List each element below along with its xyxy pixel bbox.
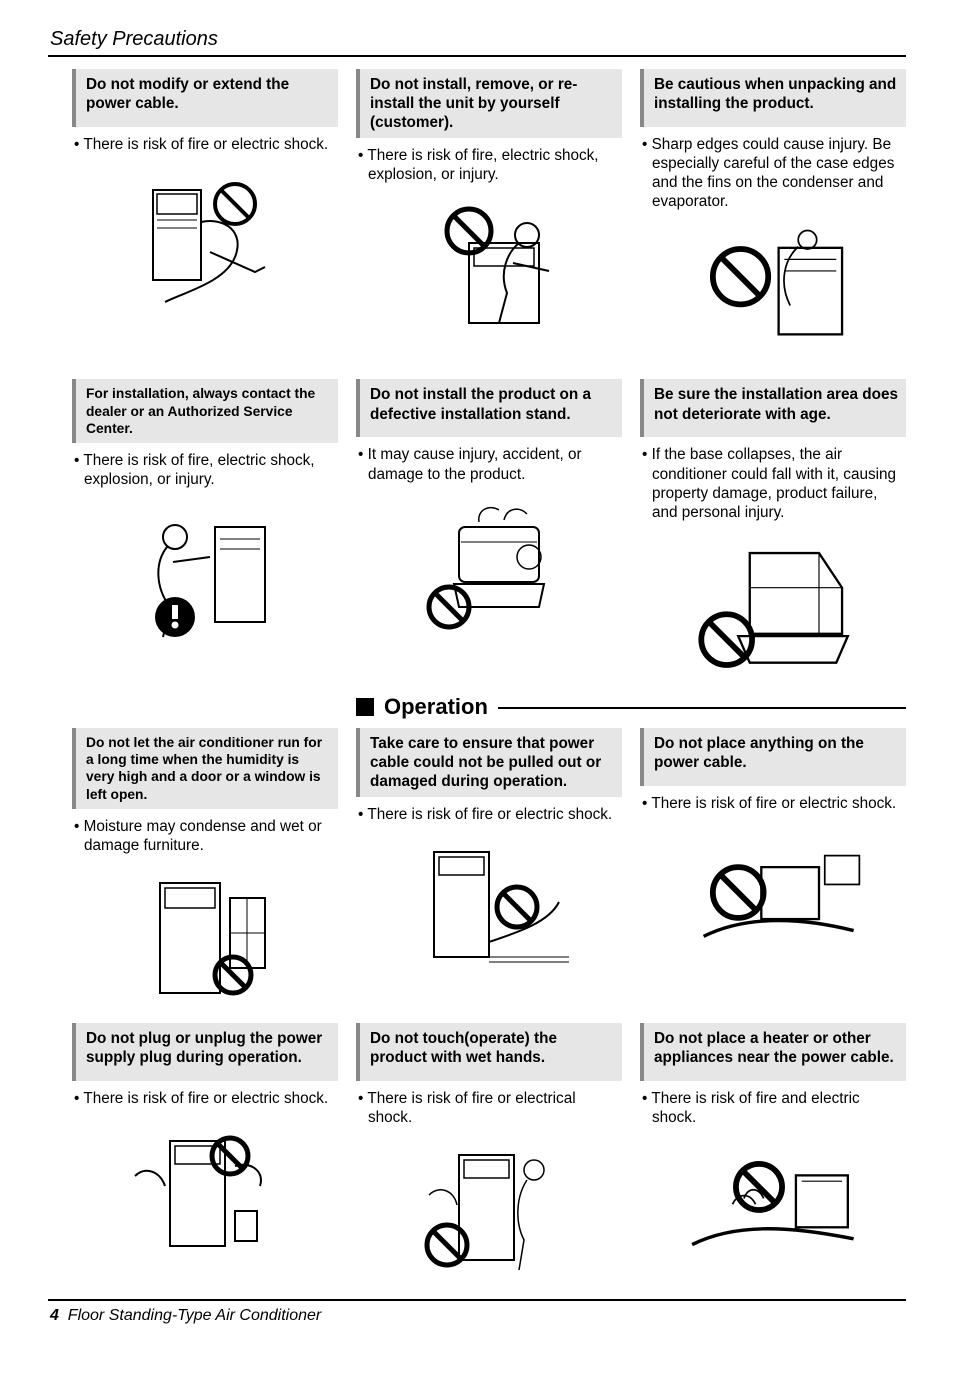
cell-r3c1: Do not let the air conditioner run for a… [72,728,338,1013]
section-operation: Operation [356,694,906,720]
illustration [72,863,338,1013]
prohibit-icon [115,1116,295,1266]
footer-text: 4 Floor Standing-Type Air Conditioner [48,1307,906,1325]
cell-r4c2: Do not touch(operate) the product with w… [356,1023,622,1285]
prohibit-icon [669,530,877,680]
cell-r3c3: Do not place anything on the power cable… [640,728,906,1013]
illustration [640,1135,906,1285]
page-header: Safety Precautions [48,28,906,51]
cell-r1c2: Do not install, remove, or re-install th… [356,69,622,369]
cell-r4c3: Do not place a heater or other appliance… [640,1023,906,1285]
warn-bullet: There is risk of fire and electric shock… [640,1089,906,1127]
illustration [640,219,906,369]
illustration [72,497,338,647]
warn-title: Be sure the installation area does not d… [640,379,906,437]
warn-title: Do not touch(operate) the product with w… [356,1023,622,1081]
cell-r4c1: Do not plug or unplug the power supply p… [72,1023,338,1285]
warn-bullet: Moisture may condense and wet or damage … [72,817,338,855]
spacer [72,690,338,718]
prohibit-icon [399,492,579,642]
warn-bullet: It may cause injury, accident, or damage… [356,445,622,483]
cell-r2c2: Do not install the product on a defectiv… [356,379,622,679]
cell-r2c1: For installation, always contact the dea… [72,379,338,679]
warn-title: For installation, always contact the dea… [72,379,338,443]
warn-bullet: There is risk of fire or electric shock. [72,135,338,154]
prohibit-icon [399,1135,579,1285]
section-label: Operation [384,694,488,720]
warn-title: Do not modify or extend the power cable. [72,69,338,127]
warn-title: Do not place a heater or other appliance… [640,1023,906,1081]
warn-title: Be cautious when unpacking and installin… [640,69,906,127]
warn-title: Take care to ensure that power cable cou… [356,728,622,797]
footer-title: Floor Standing-Type Air Conditioner [68,1307,321,1324]
warn-bullet: There is risk of fire or electric shock. [72,1089,338,1108]
cell-r1c3: Be cautious when unpacking and installin… [640,69,906,369]
warn-bullet: If the base collapses, the air condition… [640,445,906,521]
alert-icon [115,497,295,647]
precautions-grid: Do not modify or extend the power cable.… [48,69,906,1285]
illustration [356,193,622,343]
prohibit-icon [399,193,579,343]
warn-title: Do not place anything on the power cable… [640,728,906,786]
prohibit-icon [115,863,295,1013]
illustration [72,162,338,312]
warn-bullet: There is risk of fire or electric shock. [356,805,622,824]
illustration [640,821,906,971]
warn-title: Do not install, remove, or re-install th… [356,69,622,138]
warn-bullet: There is risk of fire or electrical shoc… [356,1089,622,1127]
warn-title: Do not plug or unplug the power supply p… [72,1023,338,1081]
illustration [356,832,622,982]
illustration [640,530,906,680]
cell-r2c3: Be sure the installation area does not d… [640,379,906,679]
cell-r1c1: Do not modify or extend the power cable.… [72,69,338,369]
warn-bullet: There is risk of fire, electric shock, e… [356,146,622,184]
prohibit-icon [399,832,579,982]
warn-bullet: There is risk of fire, electric shock, e… [72,451,338,489]
prohibit-icon [669,219,877,369]
header-rule [48,55,906,57]
section-line [498,707,906,709]
page-number: 4 [50,1307,59,1324]
prohibit-icon [115,162,295,312]
illustration [356,492,622,642]
page-footer: 4 Floor Standing-Type Air Conditioner [48,1299,906,1325]
illustration [356,1135,622,1285]
prohibit-icon [669,1135,877,1285]
cell-r3c2: Take care to ensure that power cable cou… [356,728,622,1013]
section-square-icon [356,698,374,716]
prohibit-icon [669,821,877,971]
warn-bullet: Sharp edges could cause injury. Be espec… [640,135,906,211]
warn-bullet: There is risk of fire or electric shock. [640,794,906,813]
illustration [72,1116,338,1266]
warn-title: Do not let the air conditioner run for a… [72,728,338,809]
warn-title: Do not install the product on a defectiv… [356,379,622,437]
footer-rule [48,1299,906,1301]
